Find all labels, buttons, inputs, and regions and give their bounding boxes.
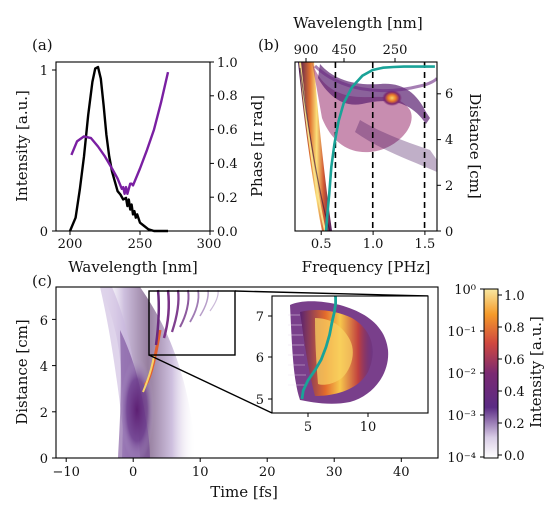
cbar-log-tick-3: 10⁻³ [447,409,476,424]
panel-c-xtick-30: 30 [326,465,343,480]
inset-xtick-5: 5 [304,420,312,435]
panel-b-ytick-2: 2 [445,179,453,194]
panel-b-x2tick-250: 250 [383,43,408,58]
panel-c-ylabel: Distance [cm] [13,319,31,425]
panel-a-xtick-300: 300 [197,237,222,252]
cbar-lin-tick-1.0: 1.0 [504,289,525,304]
panel-b-teal-curve [324,65,435,231]
panel-c-zoom-box [148,290,236,356]
panel-b-x2tick-900: 900 [294,43,319,58]
panel-b-x2-ticks: 900 450 250 [294,43,408,62]
panel-b-xtick-0.5: 0.5 [311,237,332,252]
panel-c-xtick-20: 20 [259,465,276,480]
panel-c-xlabel: Time [fs] [210,483,278,501]
inset-y-ticks: 5 6 7 [256,310,272,408]
inset-teal-curve [300,296,337,400]
panel-c-xtick-10: 10 [192,465,209,480]
panel-b-frame [294,61,438,232]
panel-c: (c) [13,272,439,501]
panel-a-y-ticks: 0 1 [40,64,56,240]
cbar-log-tick-2: 10⁻² [447,367,476,382]
panel-b-x-ticks: 0.5 1.0 1.5 [311,231,435,252]
colorbar: 10⁰ 10⁻¹ 10⁻² 10⁻³ 10⁻⁴ 1.0 0.8 0.6 0.4 … [447,283,545,466]
panel-a-plot [68,65,170,233]
panel-b-x2label: Wavelength [nm] [293,14,422,32]
panel-b-dashed-lines [334,62,426,231]
panel-a: (a) 200 250 300 0 1 0.0 0.2 0.4 0.6 0.8 … [13,36,266,276]
panel-c-inset: 5 10 5 6 7 [256,295,429,435]
panel-c-frame [55,286,439,459]
panel-c-xtick-40: 40 [393,465,410,480]
panel-c-ytick-2: 2 [40,406,48,421]
panel-b-heatmap [295,48,437,231]
panel-b-ytick-6: 6 [445,87,453,102]
panel-b-xtick-1.5: 1.5 [415,237,436,252]
panel-a-y2tick-1: 0.2 [217,191,238,206]
panel-a-y2label: Phase [π rad] [248,95,266,197]
panel-c-xtick-0: 0 [129,465,137,480]
panel-a-y2tick-2: 0.4 [217,157,238,172]
panel-a-ylabel: Intensity [a.u.] [13,90,31,202]
colorbar-log-ticks: 10⁰ 10⁻¹ 10⁻² 10⁻³ 10⁻⁴ [447,283,484,466]
panel-c-ytick-0: 0 [40,452,48,467]
inset-ytick-5: 5 [256,393,264,408]
cbar-log-tick-0: 10⁰ [454,283,476,298]
inset-frame [271,295,429,414]
inset-ytick-6: 6 [256,351,264,366]
panel-a-frame [55,61,211,232]
panel-a-y2tick-5: 1.0 [217,56,238,71]
panel-a-y2tick-3: 0.6 [217,123,238,138]
panel-a-xtick-250: 250 [128,237,153,252]
inset-xtick-10: 10 [360,420,377,435]
cbar-lin-tick-0.0: 0.0 [504,449,525,464]
colorbar-gradient [483,288,499,459]
panel-a-y2tick-4: 0.8 [217,89,238,104]
panel-a-y2tick-0: 0.0 [217,225,238,240]
panel-a-label: (a) [32,36,53,54]
inset-hatch [288,314,306,386]
panel-b-x2tick-450: 450 [332,43,357,58]
panel-a-xtick-200: 200 [58,237,83,252]
colorbar-label: Intensity [a.u.] [527,316,545,428]
panel-c-ytick-4: 4 [40,360,48,375]
cbar-lin-tick-0.4: 0.4 [504,385,525,400]
panel-c-x-ticks: −10 0 10 20 30 40 [52,458,410,480]
panel-a-ytick-1: 1 [40,64,48,79]
panel-b-ytick-0: 0 [445,225,453,240]
inset-ytick-7: 7 [256,310,264,325]
cbar-log-tick-1: 10⁻¹ [447,325,476,340]
panel-b-ytick-4: 4 [445,133,453,148]
cbar-lin-tick-0.6: 0.6 [504,353,525,368]
panel-a-y2-ticks: 0.0 0.2 0.4 0.6 0.8 1.0 [210,56,238,240]
panel-b: (b) 0.5 1.0 1.5 900 450 250 0 2 [258,14,484,276]
panel-b-y-ticks: 0 2 4 6 [437,87,453,240]
panel-c-fringes [154,289,219,346]
panel-c-ytick-6: 6 [40,314,48,329]
panel-b-xtick-1.0: 1.0 [363,237,384,252]
panel-a-x-ticks: 200 250 300 [58,231,222,252]
cbar-lin-tick-0.8: 0.8 [504,321,525,336]
panel-c-y-ticks: 0 2 4 6 [40,314,56,467]
panel-a-ytick-0: 0 [40,225,48,240]
panel-b-xlabel: Frequency [PHz] [302,258,431,276]
inset-x-ticks: 5 10 [304,413,376,435]
colorbar-linear-ticks: 1.0 0.8 0.6 0.4 0.2 0.0 [498,289,525,464]
panel-b-ylabel: Distance [cm] [466,93,484,199]
intensity-line [68,65,168,233]
panel-b-label: (b) [258,36,279,54]
panel-c-label: (c) [32,272,52,290]
panel-a-xlabel: Wavelength [nm] [68,258,197,276]
cbar-lin-tick-0.2: 0.2 [504,417,525,432]
cbar-log-tick-4: 10⁻⁴ [447,451,476,466]
phase-line [70,71,170,196]
panel-c-xtick--10: −10 [52,465,79,480]
